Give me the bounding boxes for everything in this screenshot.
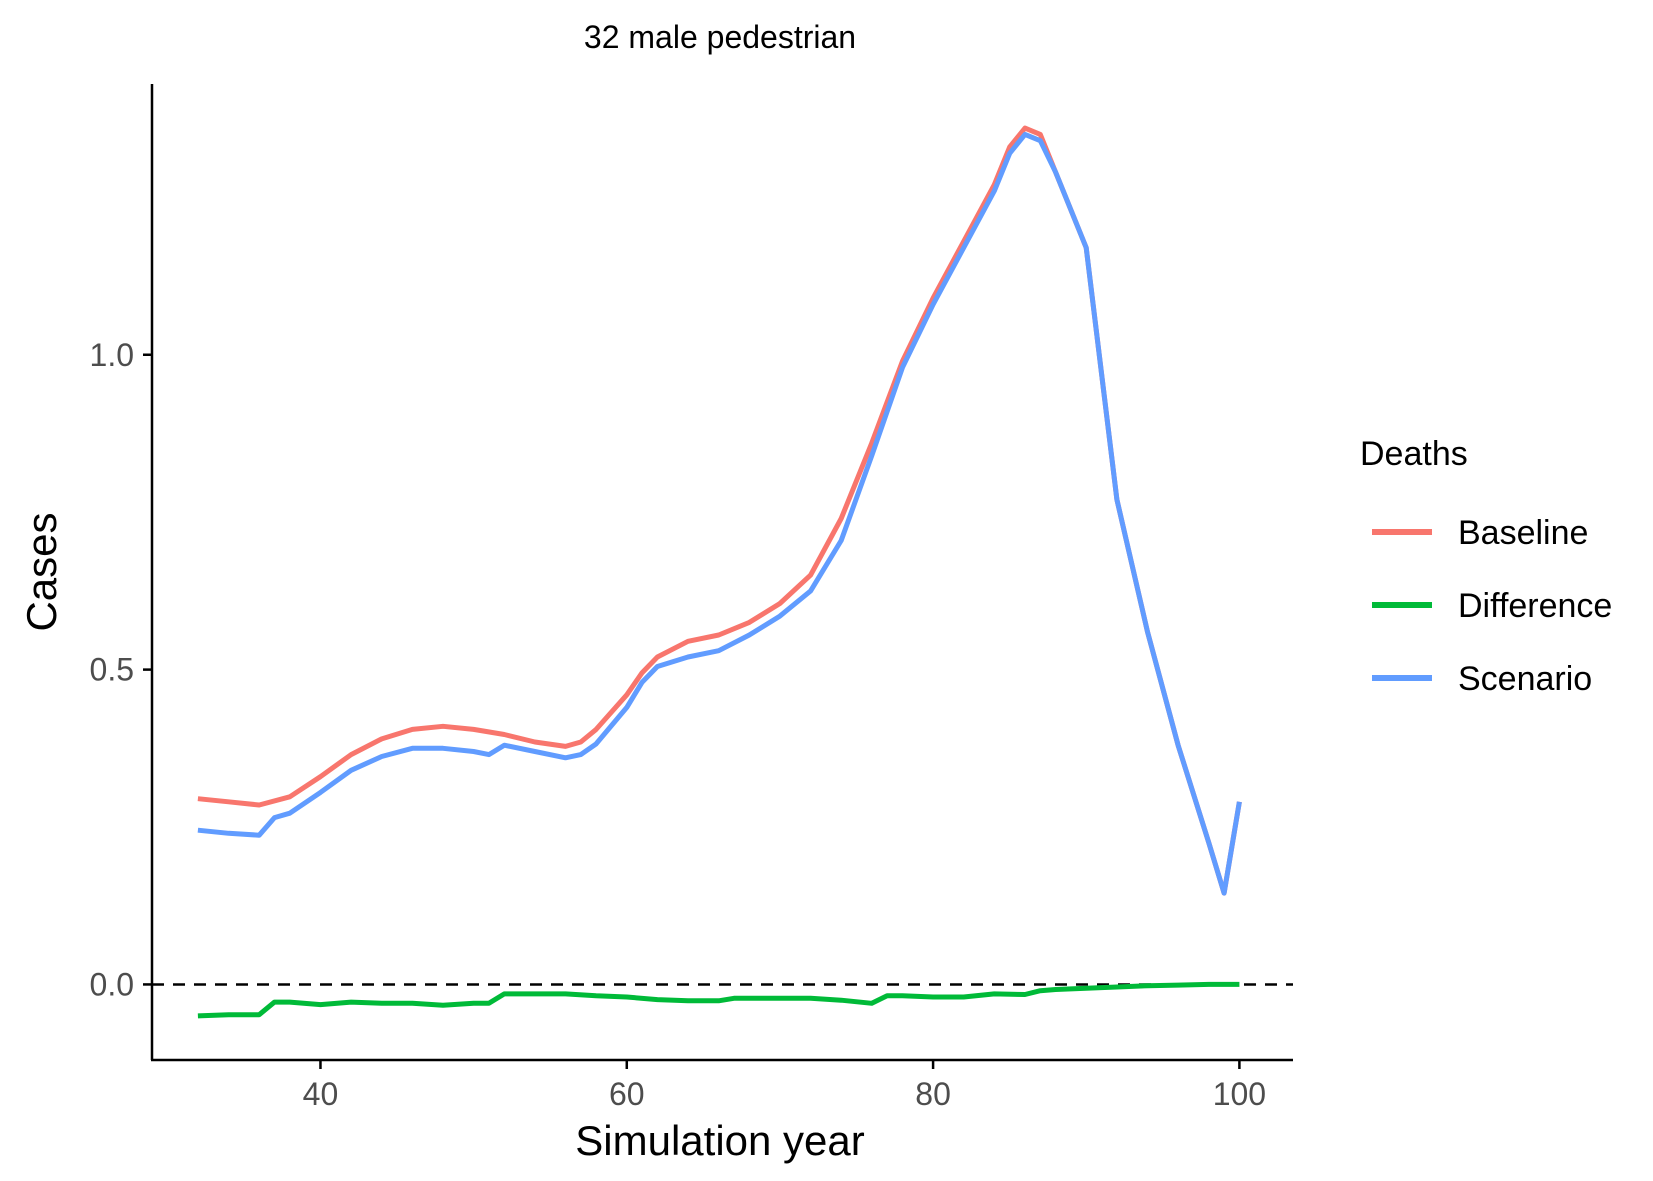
legend-items: Baseline Difference Scenario xyxy=(1372,514,1612,698)
x-ticks: 40 60 80 100 xyxy=(303,1060,1266,1112)
legend-item-scenario: Scenario xyxy=(1372,660,1592,698)
x-tick-label: 40 xyxy=(303,1076,339,1112)
legend-title: Deaths xyxy=(1360,435,1468,473)
y-tick-label: 1.0 xyxy=(90,337,134,373)
legend-label: Difference xyxy=(1458,587,1612,625)
y-tick-label: 0.0 xyxy=(90,966,134,1002)
series-layer xyxy=(197,125,1242,1019)
x-tick-label: 80 xyxy=(915,1076,951,1112)
legend-item-baseline: Baseline xyxy=(1372,514,1588,552)
legend: Deaths Baseline Difference Scenario xyxy=(1360,435,1612,698)
x-tick-label: 60 xyxy=(609,1076,645,1112)
y-axis-title: Cases xyxy=(18,512,65,631)
x-tick-label: 100 xyxy=(1213,1076,1266,1112)
x-axis-title: Simulation year xyxy=(575,1117,864,1164)
legend-label: Scenario xyxy=(1458,660,1592,698)
plot-area: 40 60 80 100 0.0 0.5 1.0 xyxy=(90,84,1293,1112)
series-line-scenario xyxy=(197,131,1242,896)
series-line-difference xyxy=(197,981,1240,1019)
chart-title: 32 male pedestrian xyxy=(584,19,856,55)
y-ticks: 0.0 0.5 1.0 xyxy=(90,337,152,1002)
y-tick-label: 0.5 xyxy=(90,652,134,688)
legend-label: Baseline xyxy=(1458,514,1588,552)
legend-item-difference: Difference xyxy=(1372,587,1612,625)
